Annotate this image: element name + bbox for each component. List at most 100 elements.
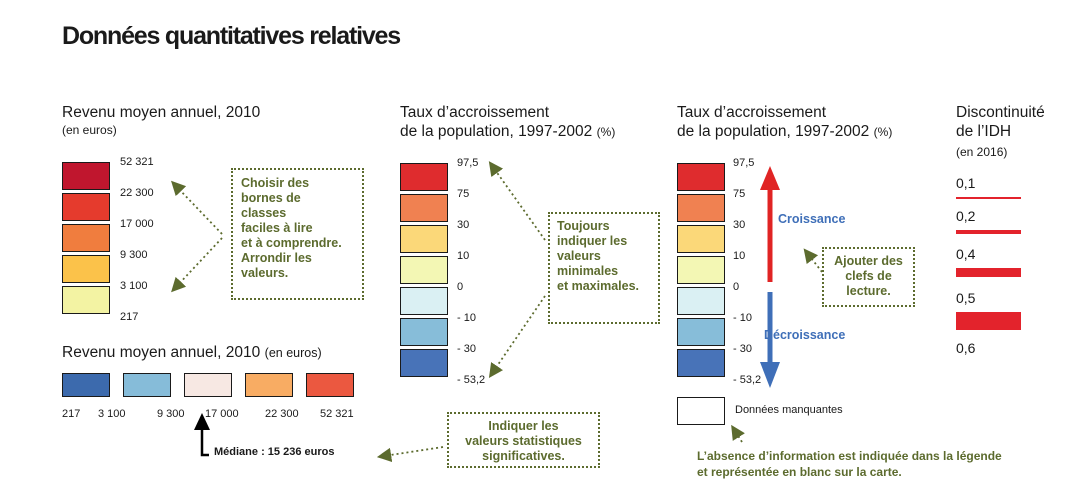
legend-label: - 30 <box>733 343 752 355</box>
panel3-heading-line2-block: de la population, 1997-2002 (%) <box>400 122 615 141</box>
legend-swatch <box>123 373 171 397</box>
note1-connector <box>171 237 223 293</box>
panel2-heading-block: Revenu moyen annuel, 2010 (en euros) <box>62 343 322 362</box>
discontinuity-line <box>956 268 1021 277</box>
decroissance-label: Décroissance <box>764 328 846 342</box>
note-line: significatives. <box>482 449 565 463</box>
note2-connector <box>488 161 546 241</box>
discontinuity-label: 0,2 <box>956 208 976 224</box>
legend-swatch <box>400 225 448 253</box>
missing-data-label: Données manquantes <box>735 404 843 416</box>
note4-connector <box>376 446 444 463</box>
growth-arrow-head <box>760 166 780 190</box>
discontinuity-label: 0,6 <box>956 340 976 356</box>
legend-label: 0 <box>457 281 464 293</box>
note-line: valeurs statistiques <box>465 434 582 448</box>
discontinuity-line <box>956 197 1021 199</box>
note-statistical-values: Indiquer les valeurs statistiques signif… <box>447 412 600 468</box>
legend-swatch <box>62 286 110 314</box>
legend-label: 217 <box>62 408 81 420</box>
panel4-heading-line1: Taux d’accroissement <box>677 104 827 121</box>
note1-connector <box>171 180 223 235</box>
note-line: classes <box>241 206 287 220</box>
legend-swatch <box>245 373 293 397</box>
legend-swatch <box>677 256 725 284</box>
note-line: indiquer les <box>557 234 628 248</box>
median-arrow <box>200 426 209 457</box>
note-line: clefs de <box>845 269 892 283</box>
note-line: et à comprendre. <box>241 236 342 250</box>
discontinuity-label: 0,1 <box>956 175 976 191</box>
legend-label: 52 321 <box>320 408 354 420</box>
legend-swatch <box>62 255 110 283</box>
decline-arrow-head <box>760 362 780 388</box>
legend-label: 97,5 <box>733 157 755 169</box>
panel4-heading-line2: de la population, 1997-2002 <box>677 123 870 140</box>
discontinuity-label: 0,4 <box>956 246 976 262</box>
legend-swatch <box>677 349 725 377</box>
legend-label: 52 321 <box>120 156 154 168</box>
legend-swatch <box>677 287 725 315</box>
panel2-subheading: (en euros) <box>264 346 322 360</box>
legend-label: 10 <box>733 250 746 262</box>
legend-swatch <box>677 318 725 346</box>
missing-note-line1: L’absence d’information est indiquée dan… <box>697 449 1002 463</box>
legend-label: - 10 <box>733 312 752 324</box>
panel3-unit: (%) <box>596 125 616 139</box>
panel3-heading-line1: Taux d’accroissement <box>400 104 550 121</box>
legend-swatch <box>400 194 448 222</box>
legend-label: 217 <box>120 311 139 323</box>
note-line: valeurs <box>557 249 601 263</box>
legend-label: - 30 <box>457 343 476 355</box>
note-line: valeurs. <box>241 266 289 280</box>
legend-swatch <box>400 163 448 191</box>
croissance-label: Croissance <box>778 212 846 226</box>
legend-swatch <box>400 318 448 346</box>
legend-label: 3 100 <box>98 408 126 420</box>
legend-label: 17 000 <box>205 408 239 420</box>
discontinuity-line <box>956 230 1021 234</box>
legend-swatch <box>677 163 725 191</box>
panel5-heading-line2: de l’IDH <box>956 123 1012 140</box>
note-line: bornes de <box>241 191 301 205</box>
note-line: et maximales. <box>557 279 639 293</box>
discontinuity-label: 0,5 <box>956 290 976 306</box>
median-label: Médiane : 15 236 euros <box>214 446 335 458</box>
legend-label: 97,5 <box>457 157 479 169</box>
legend-label: - 10 <box>457 312 476 324</box>
legend-label: 22 300 <box>120 187 154 199</box>
note-class-bounds: Choisir des bornes de classes faciles à … <box>231 168 364 300</box>
note-line: faciles à lire <box>241 221 313 235</box>
legend-swatch <box>184 373 232 397</box>
legend-label: 30 <box>457 219 470 231</box>
missing-data-note: L’absence d’information est indiquée dan… <box>697 448 1002 480</box>
legend-label: 3 100 <box>120 280 148 292</box>
legend-swatch <box>400 287 448 315</box>
legend-label: 30 <box>733 219 746 231</box>
missing-data-swatch <box>677 397 725 425</box>
legend-swatch <box>62 224 110 252</box>
note2-connector <box>488 295 546 378</box>
legend-label: 0 <box>733 281 740 293</box>
note-line: Toujours <box>557 219 610 233</box>
note-min-max: Toujours indiquer les valeurs minimales … <box>548 212 660 324</box>
panel5-heading-line1: Discontinuité <box>956 104 1045 121</box>
panel2-heading: Revenu moyen annuel, 2010 <box>62 344 261 361</box>
discontinuity-line <box>956 312 1021 330</box>
legend-swatch <box>677 194 725 222</box>
legend-swatch <box>400 256 448 284</box>
panel1-heading: Revenu moyen annuel, 2010 <box>62 104 261 121</box>
legend-label: 17 000 <box>120 218 154 230</box>
legend-swatch <box>677 225 725 253</box>
missing-note-connector <box>731 424 745 443</box>
panel4-unit: (%) <box>873 125 893 139</box>
note-reading-keys: Ajouter des clefs de lecture. <box>822 247 915 307</box>
note-line: lecture. <box>846 284 891 298</box>
panel4-heading-line2-block: de la population, 1997-2002 (%) <box>677 122 892 141</box>
legend-label: 9 300 <box>157 408 185 420</box>
legend-swatch <box>62 193 110 221</box>
note-line: Choisir des <box>241 176 310 190</box>
legend-label: - 53,2 <box>457 374 486 386</box>
legend-label: 10 <box>457 250 470 262</box>
